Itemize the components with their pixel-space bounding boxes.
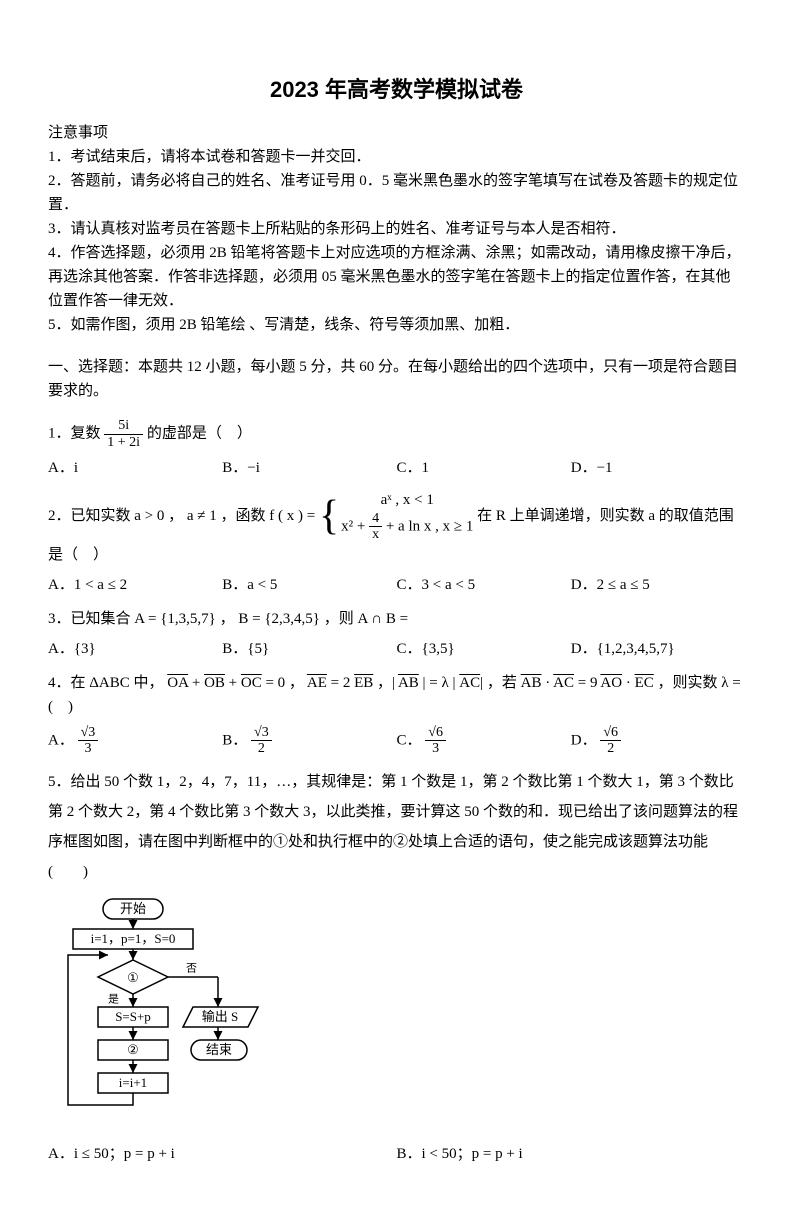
question-4: 4．在 ΔABC 中， OA + OB + OC = 0 ， AE = 2 EB… <box>48 671 745 719</box>
fc-start: 开始 <box>120 901 146 916</box>
vec-ab2: AB <box>521 675 542 691</box>
q4d-den: 2 <box>600 741 621 756</box>
q4a-num: √3 <box>78 725 99 741</box>
question-5: 5．给出 50 个数 1，2，4，7，11，…，其规律是：第 1 个数是 1，第… <box>48 767 745 887</box>
vec-ab: AB <box>398 675 419 691</box>
flowchart-svg: 开始 i=1，p=1，S=0 ① 是 否 S=S+p ② i=i+1 <box>48 897 278 1132</box>
vec-ae: AE <box>307 675 327 691</box>
q2-opt-c: C．3 < a < 5 <box>397 573 571 597</box>
q5-opt-a: A．i ≤ 50；p = p + i <box>48 1142 397 1166</box>
q4b-den: 2 <box>251 741 272 756</box>
fc-s2: ② <box>127 1042 139 1057</box>
q2-opt-b: B．a < 5 <box>222 573 396 597</box>
notice-5: 5．如需作图，须用 2B 铅笔绘 、写清楚，线条、符号等须加黑、加粗． <box>48 313 745 337</box>
q4-opt-a: A． √33 <box>48 725 222 757</box>
notice-4: 4．作答选择题，必须用 2B 铅笔将答题卡上对应选项的方框涂满、涂黑；如需改动，… <box>48 241 745 313</box>
flowchart: 开始 i=1，p=1，S=0 ① 是 否 S=S+p ② i=i+1 <box>48 897 745 1132</box>
q2-pw2-pre: x² + <box>341 518 365 534</box>
q4-pre: 4．在 ΔABC 中， <box>48 675 164 691</box>
q4-eq1: = 2 <box>331 675 351 691</box>
q4c-num: √6 <box>425 725 446 741</box>
q1-options: A．i B．−i C．1 D．−1 <box>48 456 745 480</box>
q1-frac-den: 1 + 2i <box>104 435 143 450</box>
q4-opt-d: D． √62 <box>571 725 745 757</box>
q2-pw2-frac: 4 x <box>369 511 382 543</box>
fc-cond: ① <box>127 970 139 985</box>
vec-ao: AO <box>600 675 622 691</box>
q2-opt-a: A．1 < a ≤ 2 <box>48 573 222 597</box>
vec-ac2: AC <box>553 675 574 691</box>
fc-init: i=1，p=1，S=0 <box>91 931 176 946</box>
q2-pw2-den: x <box>369 527 382 542</box>
notice-3: 3．请认真核对监考员在答题卡上所粘贴的条形码上的姓名、准考证号与本人是否相符． <box>48 217 745 241</box>
q4-eq2: | = λ | <box>423 675 456 691</box>
q4d-pre: D． <box>571 732 597 748</box>
q1-fraction: 5i 1 + 2i <box>104 418 143 450</box>
question-2: 2．已知实数 a > 0 ， a ≠ 1 ，函数 f ( x ) = { aˣ … <box>48 490 745 567</box>
q1-stem-post: 的虚部是（ ） <box>147 426 252 442</box>
q4-opt-b: B． √32 <box>222 725 396 757</box>
q1-opt-c: C．1 <box>397 456 571 480</box>
section-1-heading: 一、选择题：本题共 12 小题，每小题 5 分，共 60 分。在每小题给出的四个… <box>48 355 745 403</box>
fc-out: 输出 S <box>202 1009 238 1024</box>
q4-eq3: = 9 <box>578 675 598 691</box>
page-title: 2023 年高考数学模拟试卷 <box>48 72 745 107</box>
fc-yes: 是 <box>108 992 119 1005</box>
notice-1: 1．考试结束后，请将本试卷和答题卡一并交回． <box>48 145 745 169</box>
fc-end: 结束 <box>206 1042 232 1057</box>
exam-page: 2023 年高考数学模拟试卷 注意事项 1．考试结束后，请将本试卷和答题卡一并交… <box>0 0 793 1206</box>
question-3: 3．已知集合 A = {1,3,5,7} ， B = {2,3,4,5} ，则 … <box>48 607 745 631</box>
vec-ec: EC <box>635 675 654 691</box>
q1-opt-a: A．i <box>48 456 222 480</box>
brace-icon: { <box>319 490 341 543</box>
vec-oa: OA <box>167 675 188 691</box>
q3-opt-d: D．{1,2,3,4,5,7} <box>571 637 745 661</box>
q3-opt-a: A．{3} <box>48 637 222 661</box>
q1-opt-b: B．−i <box>222 456 396 480</box>
q4d-num: √6 <box>600 725 621 741</box>
fc-s1: S=S+p <box>115 1009 151 1024</box>
q4-eq0: = 0 ， <box>265 675 303 691</box>
q1-opt-d: D．−1 <box>571 456 745 480</box>
q4b-num: √3 <box>251 725 272 741</box>
q4c-pre: C． <box>397 732 422 748</box>
q5-opt-b: B．i < 50；p = p + i <box>397 1142 746 1166</box>
q4-options: A． √33 B． √32 C． √63 D． √62 <box>48 725 745 757</box>
q4c-den: 3 <box>425 741 446 756</box>
q4-opt-c: C． √63 <box>397 725 571 757</box>
fc-s3: i=i+1 <box>119 1075 147 1090</box>
q2-opt-d: D．2 ≤ a ≤ 5 <box>571 573 745 597</box>
q3-opt-c: C．{3,5} <box>397 637 571 661</box>
q2-pw2-post: + a ln x , x ≥ 1 <box>386 518 474 534</box>
notice-2: 2．答题前，请务必将自己的姓名、准考证号用 0．5 毫米黑色墨水的签字笔填写在试… <box>48 169 745 217</box>
q1-frac-num: 5i <box>104 418 143 434</box>
vec-oc: OC <box>241 675 262 691</box>
q4b-pre: B． <box>222 732 247 748</box>
q3-options: A．{3} B．{5} C．{3,5} D．{1,2,3,4,5,7} <box>48 637 745 661</box>
q5-options: A．i ≤ 50；p = p + i B．i < 50；p = p + i <box>48 1142 745 1166</box>
q2-options: A．1 < a ≤ 2 B．a < 5 C．3 < a < 5 D．2 ≤ a … <box>48 573 745 597</box>
vec-ac: AC <box>459 675 480 691</box>
q4a-den: 3 <box>78 741 99 756</box>
notice-heading: 注意事项 <box>48 121 745 145</box>
q2-stem-pre: 2．已知实数 a > 0 ， a ≠ 1 ，函数 f ( x ) = <box>48 508 315 524</box>
q4a-pre: A． <box>48 732 74 748</box>
q2-pw-row1: aˣ , x < 1 <box>341 490 473 511</box>
fc-no: 否 <box>186 962 197 974</box>
q3-opt-b: B．{5} <box>222 637 396 661</box>
q2-piecewise: { aˣ , x < 1 x² + 4 x + a ln x , x ≥ 1 <box>319 490 473 543</box>
q2-pw2-num: 4 <box>369 511 382 527</box>
q2-pw-row2: x² + 4 x + a ln x , x ≥ 1 <box>341 511 473 543</box>
q1-stem-pre: 1．复数 <box>48 426 101 442</box>
vec-ob: OB <box>204 675 225 691</box>
vec-eb: EB <box>354 675 373 691</box>
question-1: 1．复数 5i 1 + 2i 的虚部是（ ） <box>48 418 745 450</box>
